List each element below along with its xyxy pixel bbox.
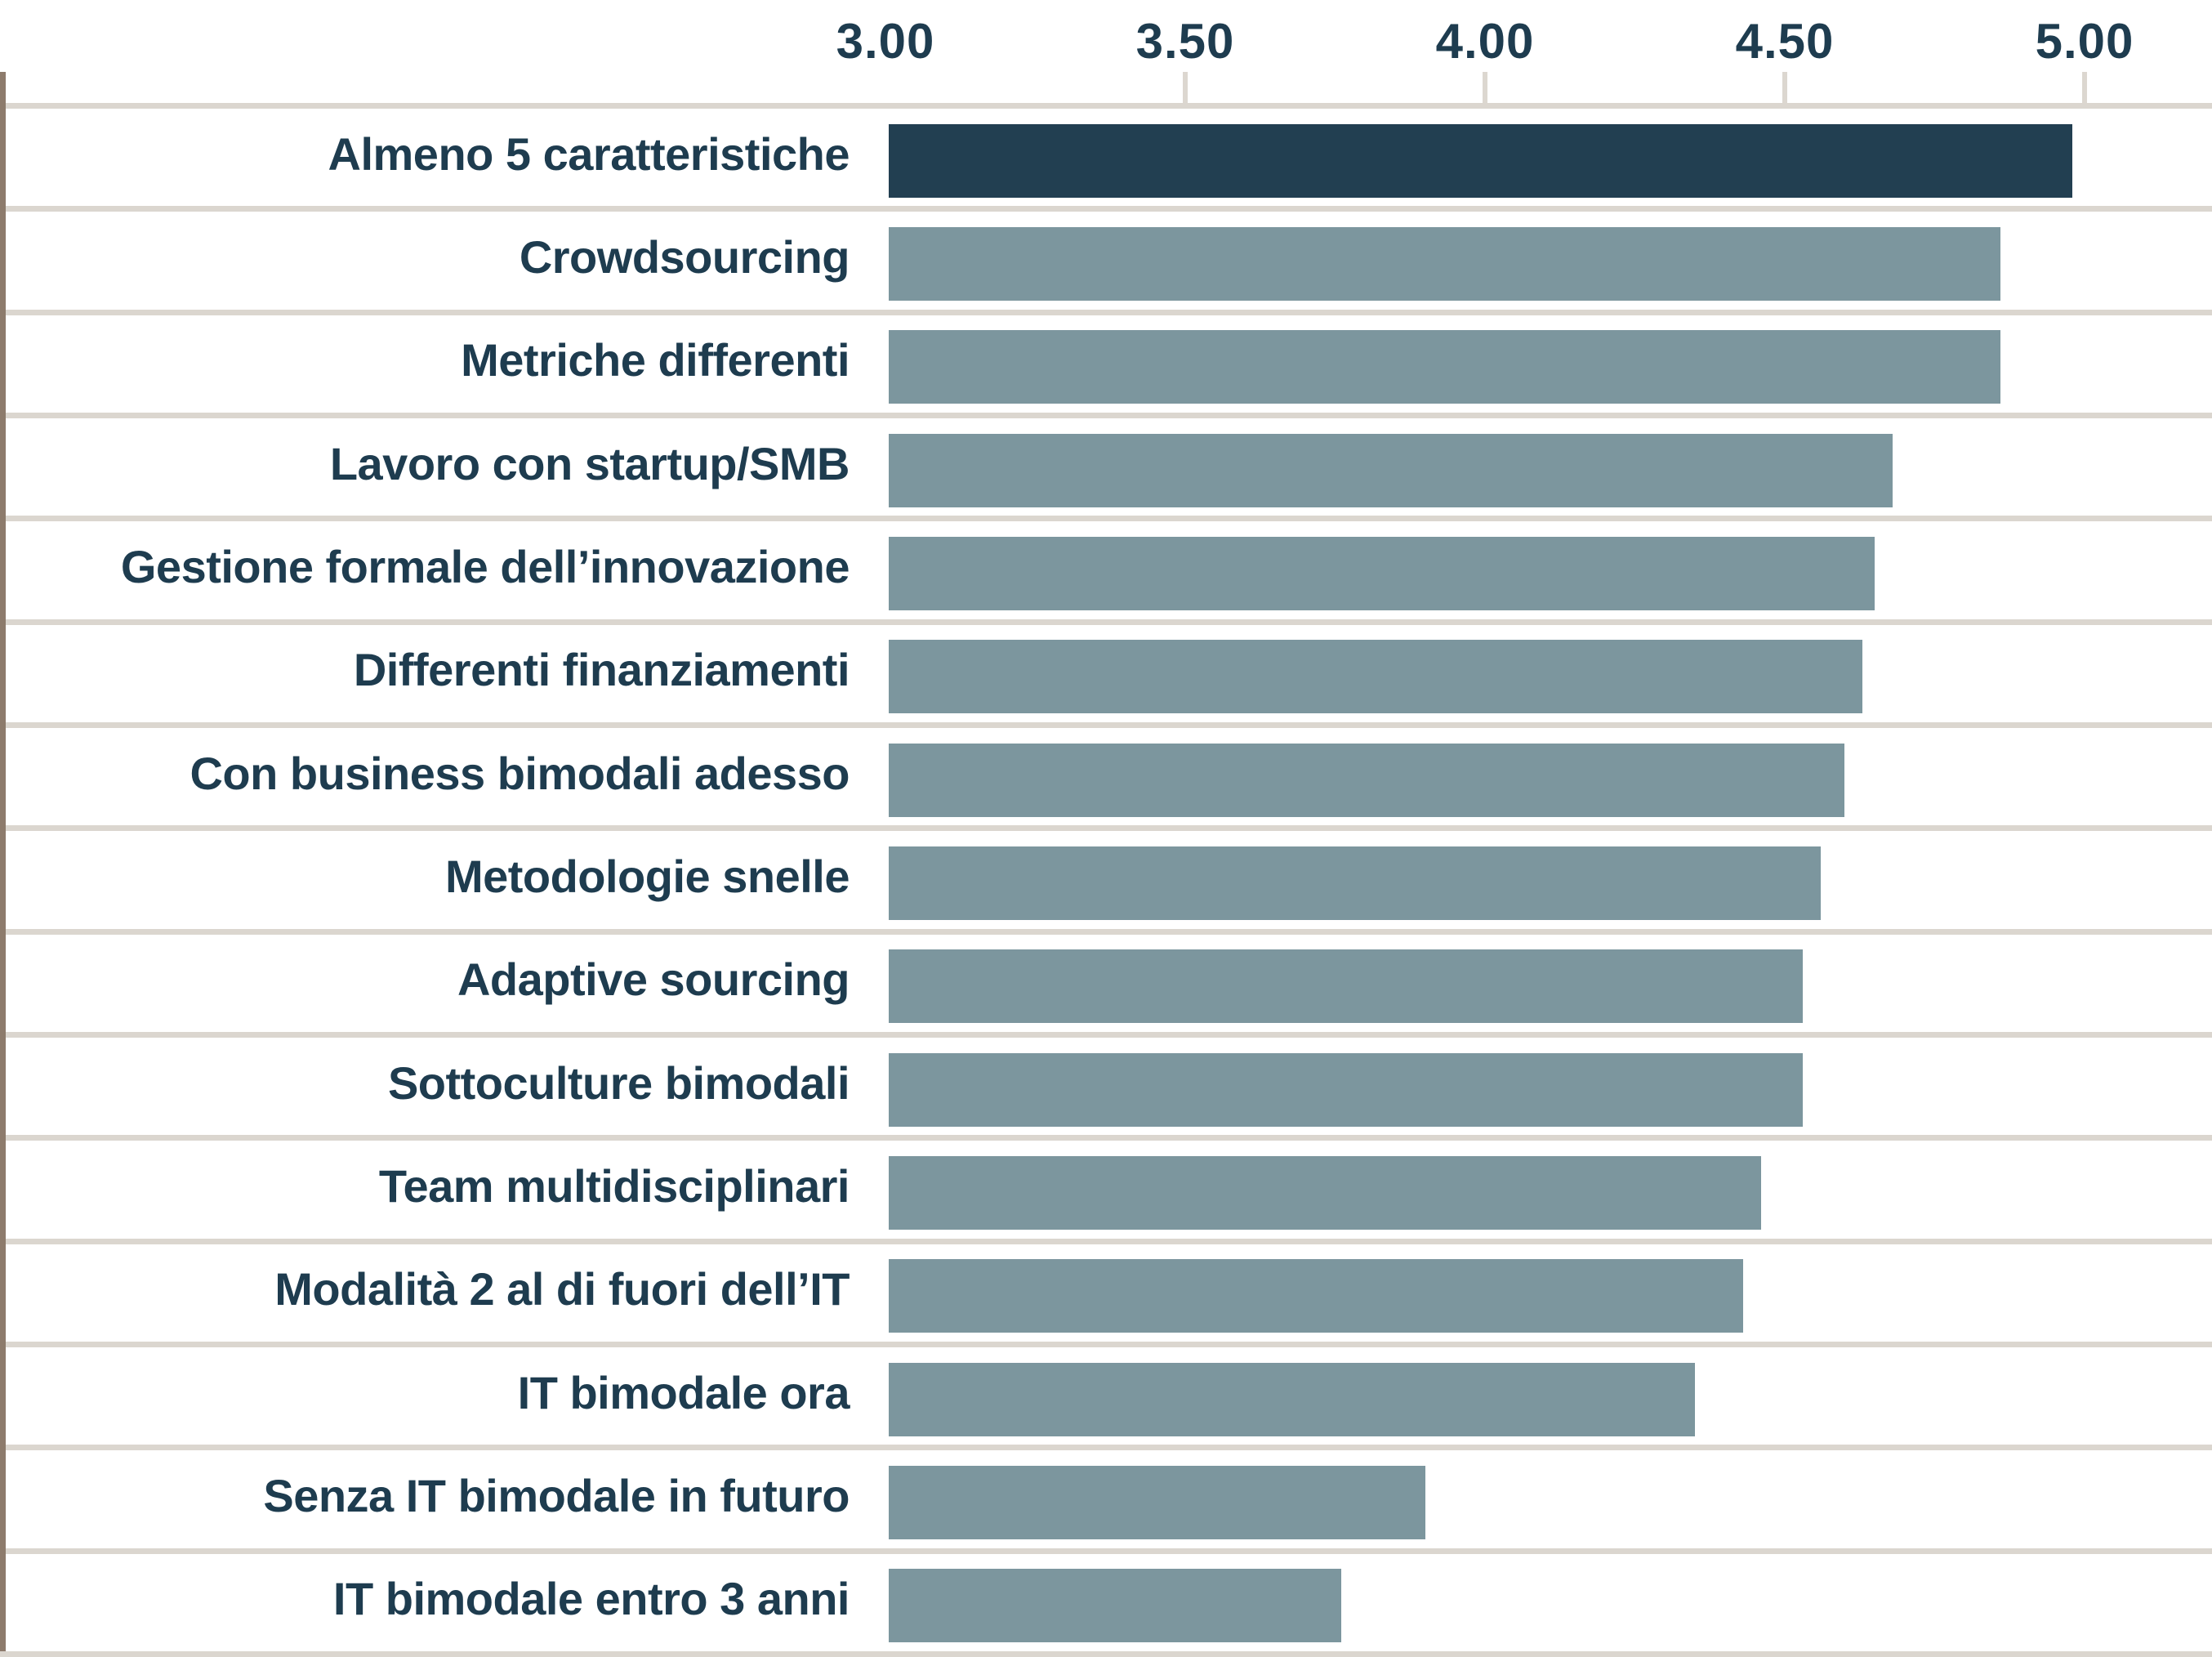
category-label-2: Crowdsourcing	[519, 230, 850, 283]
bar-15	[889, 1569, 1341, 1643]
row-separator-gridline	[0, 1135, 2212, 1141]
x-axis-tick-label: 3.50	[1135, 14, 1235, 69]
category-label-15: IT bimodale entro 3 anni	[332, 1573, 850, 1625]
category-label-4: Lavoro con startup/SMB	[329, 437, 850, 489]
x-axis-tick	[2082, 72, 2087, 105]
axis-baseline-3.00	[0, 72, 6, 1651]
bar-7	[889, 743, 1845, 817]
category-label-7: Con business bimodali adesso	[190, 747, 850, 799]
category-label-6: Differenti finanziamenti	[353, 644, 850, 696]
bar-8	[889, 846, 1822, 920]
row-separator-gridline	[0, 206, 2212, 212]
bar-10	[889, 1052, 1804, 1127]
bar-4	[889, 433, 1893, 507]
category-label-5: Gestione formale dell’innovazione	[120, 540, 850, 592]
row-separator-gridline	[0, 1031, 2212, 1038]
category-label-10: Sottoculture bimodali	[387, 1056, 850, 1109]
bar-12	[889, 1259, 1743, 1333]
row-separator-gridline	[0, 1341, 2212, 1347]
category-label-1: Almeno 5 caratteristiche	[328, 127, 850, 180]
bar-2	[889, 226, 2001, 301]
bar-11	[889, 1155, 1761, 1230]
row-separator-gridline	[0, 309, 2212, 315]
category-label-14: Senza IT bimodale in futuro	[263, 1469, 850, 1521]
x-axis-tick-label: 4.00	[1435, 14, 1535, 69]
x-axis-tick-label: 3.00	[836, 14, 935, 69]
row-separator-gridline	[0, 103, 2212, 109]
x-axis-tick	[1782, 72, 1787, 105]
row-separator-gridline	[0, 619, 2212, 625]
bar-14	[889, 1465, 1425, 1539]
row-separator-gridline	[0, 928, 2212, 935]
bar-9	[889, 949, 1804, 1024]
row-separator-gridline	[0, 1548, 2212, 1554]
bar-6	[889, 640, 1863, 714]
row-separator-gridline	[0, 1650, 2212, 1657]
row-separator-gridline	[0, 412, 2212, 418]
category-label-8: Metodologie snelle	[444, 850, 850, 902]
category-label-12: Modalità 2 al di fuori dell’IT	[274, 1263, 850, 1315]
row-separator-gridline	[0, 1445, 2212, 1451]
category-label-13: IT bimodale ora	[517, 1366, 850, 1418]
x-axis-tick	[1483, 72, 1487, 105]
bar-1	[889, 123, 2073, 198]
row-separator-gridline	[0, 516, 2212, 522]
x-axis-tick-label: 5.00	[2035, 14, 2134, 69]
row-separator-gridline	[0, 721, 2212, 728]
bar-3	[889, 330, 2001, 404]
bar-5	[889, 536, 1875, 610]
category-label-3: Metriche differenti	[461, 334, 850, 386]
row-separator-gridline	[0, 825, 2212, 832]
bar-13	[889, 1362, 1695, 1436]
x-axis-tick-label: 4.50	[1735, 14, 1835, 69]
category-label-9: Adaptive sourcing	[457, 954, 850, 1006]
row-separator-gridline	[0, 1238, 2212, 1244]
x-axis-tick	[1183, 72, 1188, 105]
category-label-11: Team multidisciplinari	[378, 1159, 850, 1212]
